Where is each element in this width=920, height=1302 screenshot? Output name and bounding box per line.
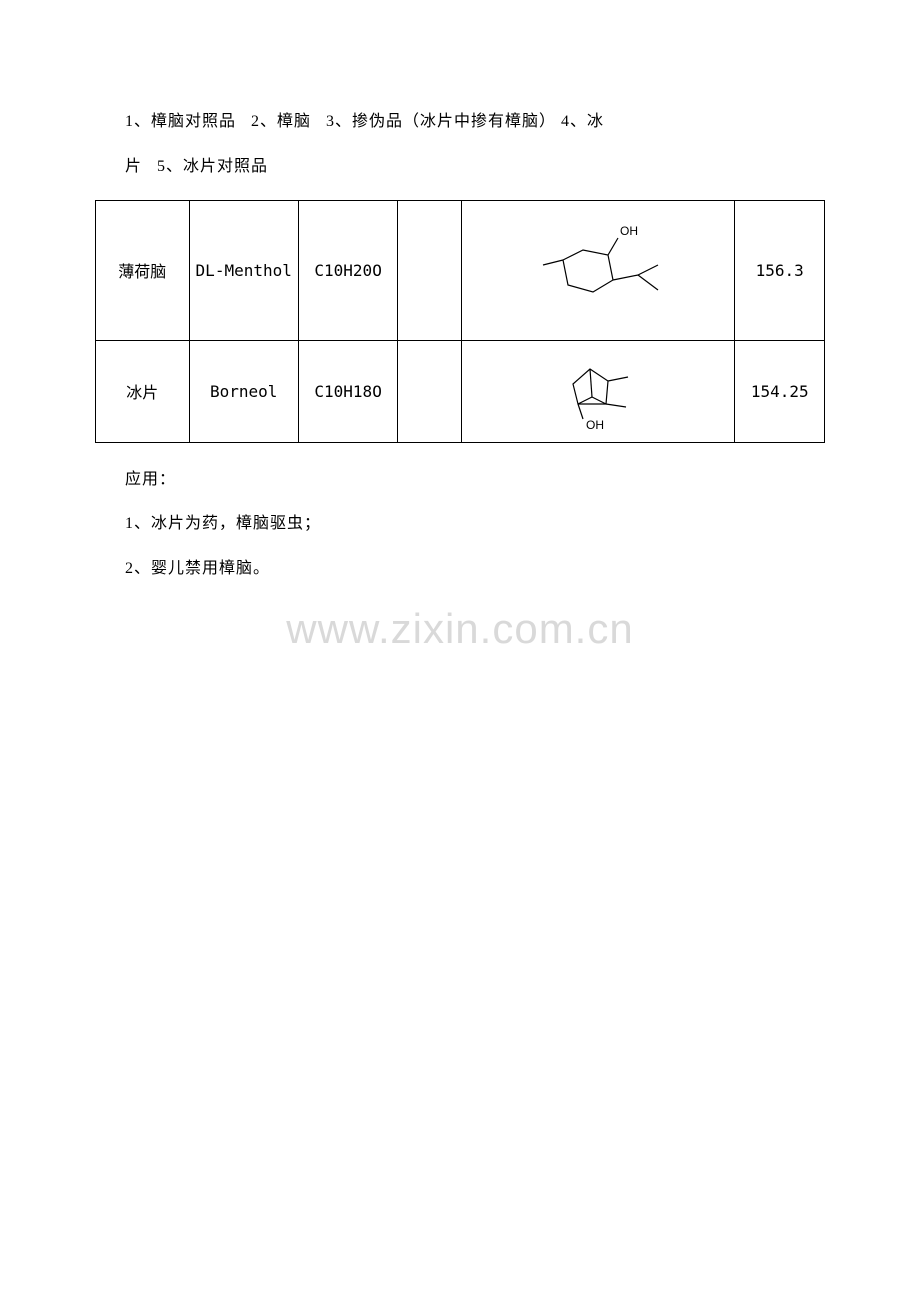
oh-label: OH [620,224,638,238]
body-line-3: 2、婴儿禁用樟脑。 [125,547,825,592]
legend-line-2: 片 5、冰片对照品 [125,158,268,175]
compound-table: 薄荷脑 DL-Menthol C10H20O OH [95,200,825,443]
cell-formula: C10H18O [298,340,398,442]
body-line-2: 1、冰片为药，樟脑驱虫； [125,502,825,547]
legend-paragraph: 1、樟脑对照品 2、樟脑 3、掺伪品（冰片中掺有樟脑） 4、冰 片 5、冰片对照… [95,100,825,190]
cell-mw: 154.25 [735,340,825,442]
borneol-structure-icon: OH [528,349,668,434]
cell-english: DL-Menthol [189,200,298,340]
legend-line-1: 1、樟脑对照品 2、樟脑 3、掺伪品（冰片中掺有樟脑） 4、冰 [125,113,604,130]
menthol-structure-icon: OH [508,220,688,320]
cell-formula: C10H20O [298,200,398,340]
body-line-1: 应用： [125,458,825,503]
table-row: 冰片 Borneol C10H18O [96,340,825,442]
cell-mw: 156.3 [735,200,825,340]
cell-name: 薄荷脑 [96,200,190,340]
cell-structure-menthol: OH [462,200,735,340]
cell-name: 冰片 [96,340,190,442]
table-row: 薄荷脑 DL-Menthol C10H20O OH [96,200,825,340]
cell-empty [398,340,462,442]
body-paragraph: 应用： 1、冰片为药，樟脑驱虫； 2、婴儿禁用樟脑。 [95,458,825,592]
cell-empty [398,200,462,340]
oh-label: OH [586,418,604,432]
watermark-text: www.zixin.com.cn [286,605,633,653]
cell-structure-borneol: OH [462,340,735,442]
cell-english: Borneol [189,340,298,442]
